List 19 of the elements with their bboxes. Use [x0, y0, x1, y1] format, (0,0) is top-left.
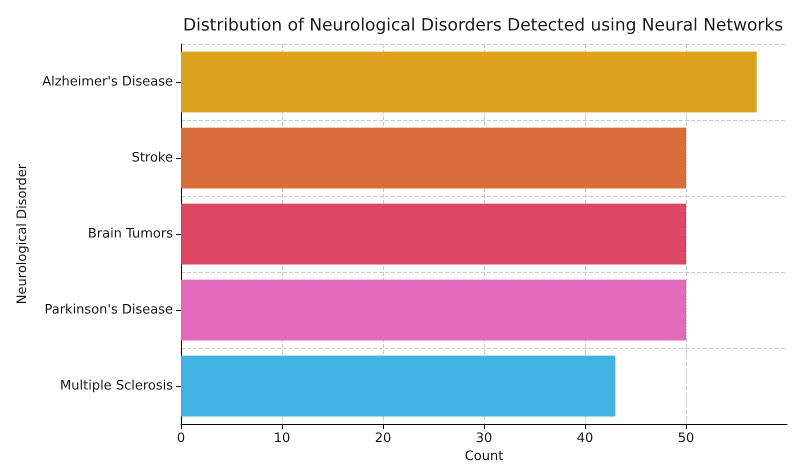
y-tick-label: Stroke: [132, 150, 173, 166]
x-axis-title: Count: [464, 449, 504, 464]
y-axis-title: Neurological Disorder: [15, 163, 30, 304]
bar: [181, 128, 686, 188]
x-tick-label: 40: [576, 431, 594, 446]
x-tick-label: 0: [176, 431, 186, 446]
bar: [181, 280, 686, 340]
y-tick-label: Alzheimer's Disease: [42, 74, 173, 90]
x-tick-label: 30: [476, 431, 492, 446]
y-tick-label: Multiple Sclerosis: [60, 378, 174, 394]
x-tick-label: 20: [374, 431, 392, 446]
chart-title: Distribution of Neurological Disorders Detected using Neural Networks: [183, 16, 784, 36]
y-tick-label: Brain Tumors: [88, 226, 174, 242]
bar: [181, 52, 757, 112]
x-tick-label: 50: [678, 431, 694, 446]
x-tick-label: 10: [274, 431, 290, 446]
y-tick-label: Parkinson's Disease: [44, 302, 173, 318]
bar: [181, 204, 686, 264]
bar: [181, 356, 616, 416]
